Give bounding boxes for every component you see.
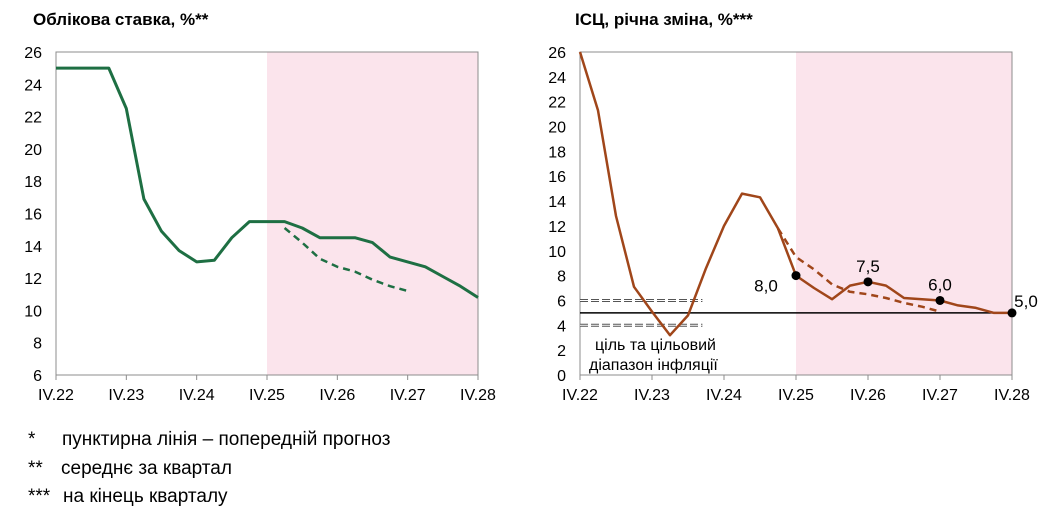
footnote-mark: *** [28, 486, 51, 507]
x-tick-label: IV.25 [778, 387, 814, 404]
point-marker [1007, 308, 1017, 318]
y-tick-label: 18 [548, 144, 566, 161]
x-tick-label: IV.23 [634, 387, 670, 404]
y-tick-label: 14 [548, 194, 566, 211]
footnotes: * пунктирна лінія – попередній прогноз *… [28, 426, 391, 512]
point-label: 6,0 [928, 275, 952, 294]
cpi-x-axis: IV.22 IV.23 IV.24 IV.25 IV.26 IV.27 IV.28 [562, 375, 1030, 404]
footnote-text: пунктирна лінія – попередній прогноз [62, 429, 391, 450]
x-tick-label: IV.22 [562, 387, 598, 404]
policy-rate-forecast-shade [267, 52, 478, 375]
cpi-forecast-shade [796, 52, 1012, 375]
point-marker [935, 295, 945, 305]
y-tick-label: 18 [24, 174, 42, 191]
point-label: 5,0 [1014, 292, 1038, 311]
y-tick-label: 2 [557, 343, 566, 360]
y-tick-label: 12 [24, 271, 42, 288]
y-tick-label: 20 [24, 142, 42, 159]
x-tick-label: IV.26 [850, 387, 886, 404]
y-tick-label: 20 [548, 120, 566, 137]
point-marker [791, 271, 801, 281]
y-tick-label: 8 [557, 269, 566, 286]
policy-rate-chart: Облікова ставка, %** 6 8 10 12 14 16 18 20 22 24 2… [24, 10, 496, 404]
y-tick-label: 10 [24, 303, 42, 320]
x-tick-label: IV.28 [460, 387, 496, 404]
x-tick-label: IV.28 [994, 387, 1030, 404]
y-tick-label: 0 [557, 368, 566, 385]
footnote-mark: ** [28, 457, 43, 479]
footnote: ** середнє за квартал [28, 455, 391, 484]
y-tick-label: 8 [33, 336, 42, 353]
current-line [56, 66, 479, 299]
x-tick-label: IV.25 [249, 387, 285, 404]
x-tick-label: IV.24 [706, 387, 742, 404]
x-tick-label: IV.22 [38, 387, 74, 404]
y-tick-label: 22 [24, 110, 42, 127]
y-tick-label: 26 [24, 45, 42, 62]
point-label: 8,0 [754, 277, 778, 296]
point-marker [863, 277, 873, 287]
footnote-text: середнє за квартал [61, 457, 232, 479]
y-tick-label: 6 [557, 293, 566, 310]
x-tick-label: IV.27 [390, 387, 426, 404]
point-label: 7,5 [856, 257, 880, 276]
y-tick-label: 24 [24, 77, 42, 94]
policy-rate-x-axis: IV.22 IV.23 IV.24 IV.25 IV.26 IV.27 IV.28 [38, 375, 496, 404]
cpi-point-labels: 8,0 7,5 6,0 5,0 [754, 257, 1038, 318]
x-tick-label: IV.27 [922, 387, 958, 404]
previous-forecast-line [283, 227, 409, 293]
y-tick-label: 4 [557, 318, 566, 335]
y-tick-label: 6 [33, 368, 42, 385]
policy-rate-series [56, 66, 479, 299]
previous-forecast-line [776, 227, 941, 313]
cpi-chart-title: ІСЦ, річна зміна, %*** [575, 10, 753, 29]
y-tick-label: 16 [548, 169, 566, 186]
y-tick-label: 14 [24, 239, 42, 256]
cpi-chart: ІСЦ, річна зміна, %*** 02468101214161820… [548, 10, 1038, 404]
footnote-text: на кінець кварталу [63, 486, 228, 507]
target-label-line2: діапазон інфляції [589, 357, 718, 374]
footnote: * пунктирна лінія – попередній прогноз [28, 426, 391, 455]
x-tick-label: IV.24 [179, 387, 215, 404]
policy-rate-chart-title: Облікова ставка, %** [33, 10, 209, 29]
footnote-mark: * [28, 429, 36, 450]
y-tick-label: 12 [548, 219, 566, 236]
y-tick-label: 26 [548, 45, 566, 62]
x-tick-label: IV.26 [319, 387, 355, 404]
policy-rate-y-axis: 6 8 10 12 14 16 18 20 22 24 26 [24, 45, 42, 385]
y-tick-label: 24 [548, 70, 566, 87]
footnote: *** на кінець кварталу [28, 483, 391, 512]
y-tick-label: 10 [548, 244, 566, 261]
y-tick-label: 22 [548, 95, 566, 112]
target-label-line1: ціль та цільовий [595, 337, 716, 354]
x-tick-label: IV.23 [108, 387, 144, 404]
y-tick-label: 16 [24, 207, 42, 224]
